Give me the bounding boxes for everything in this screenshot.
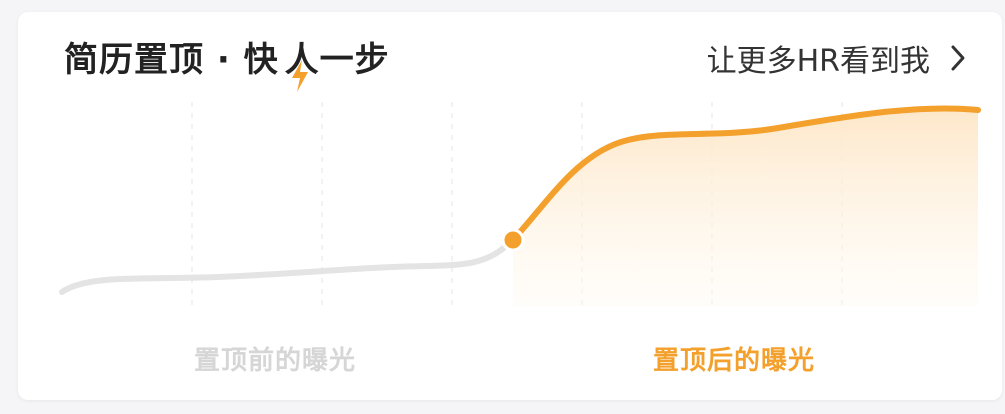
title-left-text: 简历置顶 · 快 bbox=[64, 40, 279, 80]
after-exposure-label: 置顶后的曝光 bbox=[653, 346, 816, 376]
after-area-fill bbox=[513, 108, 978, 306]
promo-card[interactable]: 简历置顶 · 快 人一步 让更多HR看到我 置顶前的曝光 置顶后的曝光 bbox=[18, 12, 1002, 400]
after-line bbox=[510, 105, 981, 243]
more-hr-link-label: 让更多HR看到我 bbox=[706, 44, 930, 79]
before-line bbox=[59, 237, 516, 295]
more-hr-link[interactable]: 让更多HR看到我 bbox=[707, 36, 968, 80]
transition-point bbox=[501, 228, 525, 252]
promo-title: 简历置顶 · 快 人一步 bbox=[64, 32, 390, 92]
exposure-chart bbox=[59, 102, 981, 306]
chevron-right-icon bbox=[951, 45, 965, 71]
before-exposure-label: 置顶前的曝光 bbox=[194, 346, 357, 376]
